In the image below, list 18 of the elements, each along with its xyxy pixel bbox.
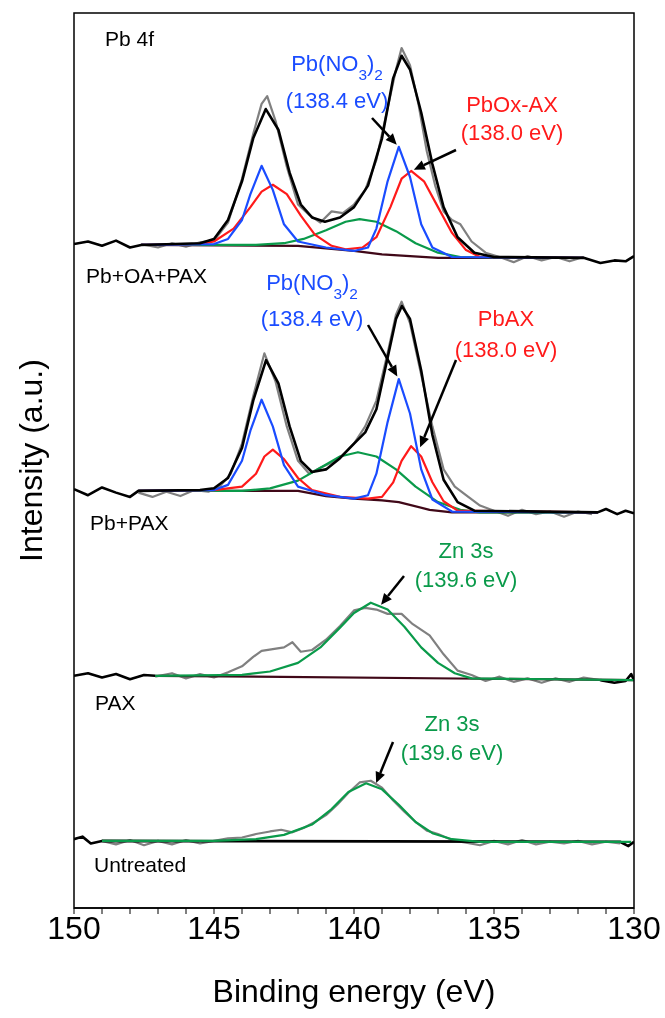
x-axis-title: Binding energy (eV): [212, 973, 496, 1009]
annotation: Zn 3s (139.6 eV): [414, 538, 518, 592]
x-tick-label: 130: [607, 909, 661, 946]
annotation: PAX: [95, 691, 136, 714]
y-axis-title: Intensity (a.u.): [13, 359, 49, 562]
annotation: Pb(NO$_{3}$)$_{2}$ (138.4 eV): [260, 270, 364, 331]
annotation: Pb(NO$_{3}$)$_{2}$ (138.4 eV): [285, 51, 389, 113]
x-tick-label: 140: [327, 909, 381, 946]
annotation: Pb+PAX: [90, 511, 169, 534]
annotation: Pb 4f: [105, 27, 155, 50]
annotation: Zn 3s (139.6 eV): [400, 711, 504, 765]
x-tick-label: 135: [467, 909, 521, 946]
annotation: Pb+OA+PAX: [86, 264, 208, 287]
x-tick-label: 145: [187, 909, 241, 946]
annotation: PbOx-AX (138.0 eV): [460, 92, 564, 145]
x-tick-label: 150: [47, 909, 101, 946]
annotation: PbAX (138.0 eV): [454, 306, 558, 362]
annotation: Untreated: [94, 853, 187, 876]
